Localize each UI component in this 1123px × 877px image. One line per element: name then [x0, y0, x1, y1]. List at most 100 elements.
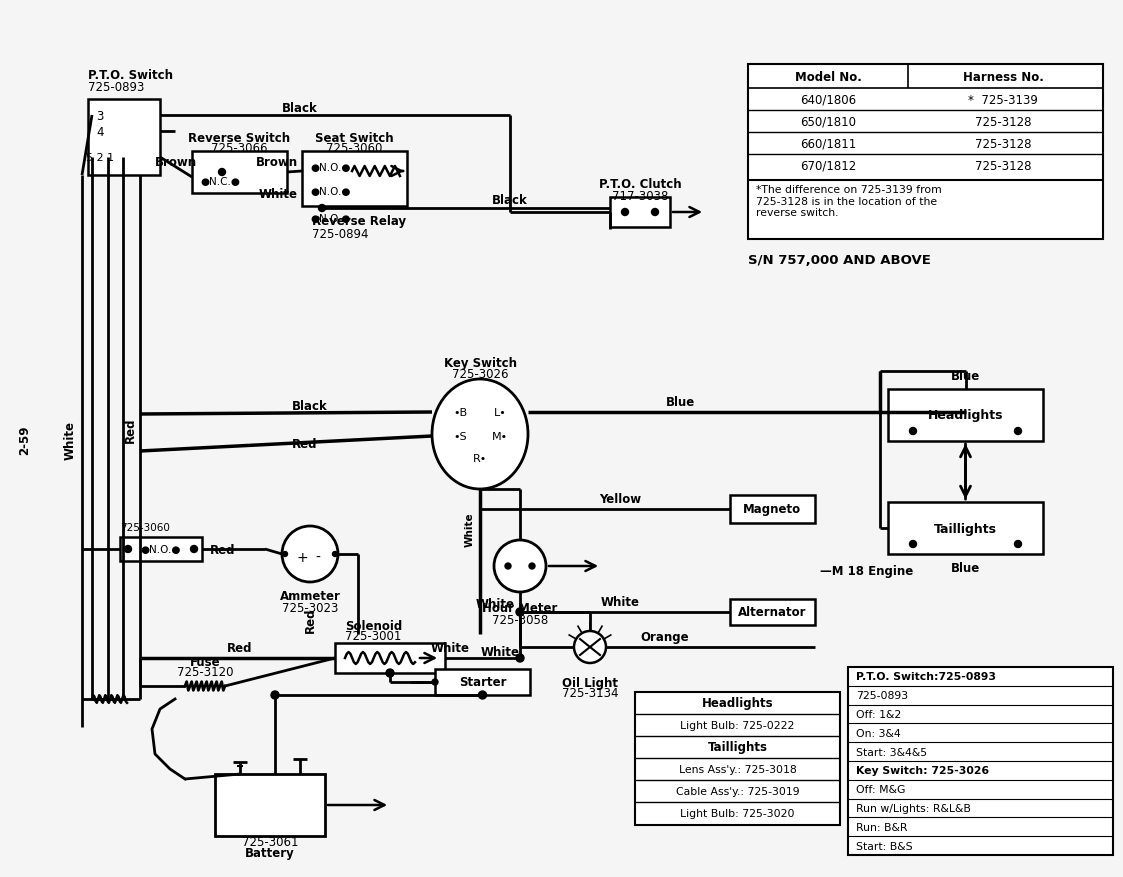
Circle shape [529, 563, 535, 569]
Text: Brown: Brown [155, 155, 198, 168]
Circle shape [574, 631, 606, 663]
Text: 670/1812: 670/1812 [800, 160, 856, 172]
Text: Fuse: Fuse [190, 655, 220, 667]
Text: 725-3060: 725-3060 [120, 523, 170, 532]
Text: Blue: Blue [665, 396, 695, 409]
Text: Blue: Blue [951, 369, 980, 382]
Text: Hour Meter: Hour Meter [482, 602, 558, 615]
Text: 725-3060: 725-3060 [327, 142, 383, 155]
Text: L•: L• [494, 408, 506, 417]
Circle shape [478, 691, 486, 699]
Text: R•: R• [473, 453, 487, 463]
Text: Ammeter: Ammeter [280, 590, 340, 602]
Text: *The difference on 725-3139 from
725-3128 is in the location of the
reverse swit: *The difference on 725-3139 from 725-312… [756, 185, 942, 218]
Bar [214, 774, 325, 836]
Text: Key Switch: 725-3026: Key Switch: 725-3026 [856, 766, 989, 775]
Circle shape [386, 669, 394, 677]
Circle shape [191, 545, 198, 553]
Text: Harness No.: Harness No. [962, 70, 1043, 83]
Text: Headlights: Headlights [928, 409, 1003, 422]
Text: Run: B&R: Run: B&R [856, 822, 907, 832]
Text: ●N.O.●: ●N.O.● [140, 545, 181, 554]
Text: -: - [316, 551, 320, 565]
Text: White: White [476, 597, 515, 610]
Circle shape [1014, 541, 1022, 548]
Bar [335, 643, 445, 674]
Text: Cable Ass'y.: 725-3019: Cable Ass'y.: 725-3019 [676, 786, 800, 796]
Text: 725-3066: 725-3066 [211, 142, 267, 155]
Text: 725-3134: 725-3134 [562, 687, 619, 700]
Text: M•: M• [492, 431, 508, 441]
Text: •S: •S [454, 431, 467, 441]
Circle shape [515, 609, 524, 617]
Text: —M 18 Engine: —M 18 Engine [820, 565, 913, 578]
Text: On: 3&4: On: 3&4 [856, 728, 901, 738]
Text: 4: 4 [97, 125, 103, 139]
Text: Key Switch: Key Switch [444, 356, 517, 369]
Text: Taillights: Taillights [707, 741, 767, 753]
Text: 725-3026: 725-3026 [451, 368, 509, 381]
Text: Magneto: Magneto [743, 503, 801, 516]
Circle shape [125, 545, 131, 553]
Text: White: White [430, 642, 469, 655]
Text: 640/1806: 640/1806 [800, 93, 856, 106]
Circle shape [1014, 428, 1022, 435]
Circle shape [910, 428, 916, 435]
Text: 725-3128: 725-3128 [975, 138, 1031, 150]
Text: Start: B&S: Start: B&S [856, 841, 913, 851]
Text: Brown: Brown [256, 155, 298, 168]
Circle shape [621, 210, 629, 217]
Text: Run w/Lights: R&L&B: Run w/Lights: R&L&B [856, 803, 971, 813]
Text: Battery: Battery [245, 846, 295, 859]
Text: *  725-3139: * 725-3139 [968, 93, 1038, 106]
Bar [88, 100, 159, 175]
Bar [435, 669, 530, 695]
Text: Orange: Orange [641, 631, 690, 644]
Text: +: + [296, 551, 308, 565]
Text: Red: Red [124, 417, 137, 442]
Text: Oil Light: Oil Light [562, 676, 618, 688]
Bar [120, 538, 202, 561]
Text: 725-0893: 725-0893 [856, 690, 909, 701]
Circle shape [283, 552, 287, 557]
Bar [302, 152, 407, 207]
Text: 725-0894: 725-0894 [312, 227, 368, 240]
Text: Starter: Starter [459, 676, 506, 688]
Circle shape [271, 691, 279, 699]
Bar [748, 65, 1103, 239]
Text: Light Bulb: 725-3020: Light Bulb: 725-3020 [681, 808, 795, 818]
Text: Yellow: Yellow [599, 493, 641, 506]
Text: Black: Black [282, 102, 318, 114]
Text: Seat Switch: Seat Switch [316, 132, 394, 145]
Bar [730, 599, 815, 625]
Text: Start: 3&4&5: Start: 3&4&5 [856, 746, 928, 757]
Circle shape [651, 210, 658, 217]
Text: Black: Black [492, 193, 528, 206]
Text: Red: Red [303, 607, 317, 632]
Text: Headlights: Headlights [702, 696, 774, 709]
Text: 725-3001: 725-3001 [345, 630, 401, 643]
Text: P.T.O. Switch:725-0893: P.T.O. Switch:725-0893 [856, 672, 996, 681]
Text: ●N.O.●: ●N.O.● [310, 163, 350, 173]
Text: 725-3120: 725-3120 [176, 666, 234, 679]
Text: 650/1810: 650/1810 [800, 116, 856, 128]
Text: •B: •B [453, 408, 467, 417]
Bar [610, 198, 670, 228]
Text: Red: Red [292, 437, 318, 450]
Circle shape [319, 205, 326, 212]
Bar [848, 667, 1113, 855]
Text: 725-3058: 725-3058 [492, 613, 548, 626]
Text: P.T.O. Switch: P.T.O. Switch [88, 68, 173, 82]
Text: 5 2 1: 5 2 1 [86, 153, 115, 163]
Text: 725-3061: 725-3061 [241, 836, 299, 849]
Text: White: White [465, 512, 475, 546]
Circle shape [515, 654, 524, 662]
Text: Black: Black [292, 400, 328, 413]
Circle shape [505, 563, 511, 569]
Bar [634, 692, 840, 825]
Bar [730, 496, 815, 524]
Text: S/N 757,000 AND ABOVE: S/N 757,000 AND ABOVE [748, 253, 931, 267]
Text: P.T.O. Clutch: P.T.O. Clutch [599, 178, 682, 191]
Text: White: White [601, 595, 639, 609]
Text: 725-3128: 725-3128 [975, 116, 1031, 128]
